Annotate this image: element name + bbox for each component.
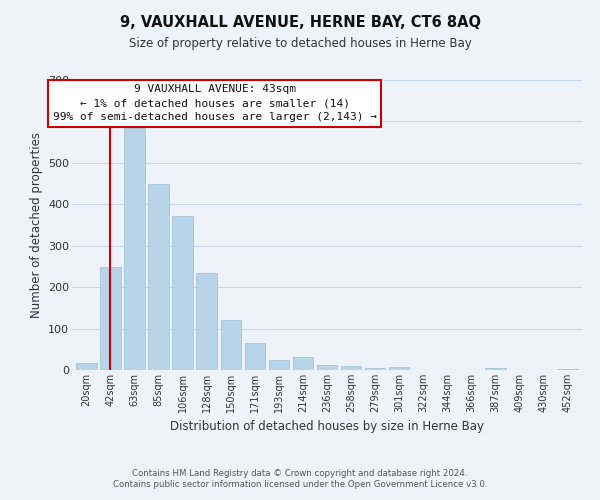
- Text: Contains HM Land Registry data © Crown copyright and database right 2024.: Contains HM Land Registry data © Crown c…: [132, 468, 468, 477]
- Bar: [317, 364, 337, 370]
- Bar: [293, 357, 313, 370]
- Bar: [221, 320, 241, 370]
- Text: 9, VAUXHALL AVENUE, HERNE BAY, CT6 8AQ: 9, VAUXHALL AVENUE, HERNE BAY, CT6 8AQ: [119, 15, 481, 30]
- Bar: [245, 342, 265, 370]
- Bar: [172, 216, 193, 370]
- Bar: [365, 368, 385, 370]
- Bar: [557, 369, 578, 370]
- Text: Contains public sector information licensed under the Open Government Licence v3: Contains public sector information licen…: [113, 480, 487, 489]
- Bar: [341, 366, 361, 370]
- Bar: [100, 268, 121, 370]
- Y-axis label: Number of detached properties: Number of detached properties: [29, 132, 43, 318]
- X-axis label: Distribution of detached houses by size in Herne Bay: Distribution of detached houses by size …: [170, 420, 484, 434]
- Bar: [196, 274, 217, 370]
- Bar: [269, 360, 289, 370]
- Bar: [389, 366, 409, 370]
- Text: 9 VAUXHALL AVENUE: 43sqm
← 1% of detached houses are smaller (14)
99% of semi-de: 9 VAUXHALL AVENUE: 43sqm ← 1% of detache…: [53, 84, 377, 122]
- Bar: [76, 362, 97, 370]
- Bar: [485, 368, 506, 370]
- Bar: [148, 184, 169, 370]
- Text: Size of property relative to detached houses in Herne Bay: Size of property relative to detached ho…: [128, 38, 472, 51]
- Bar: [124, 128, 145, 370]
